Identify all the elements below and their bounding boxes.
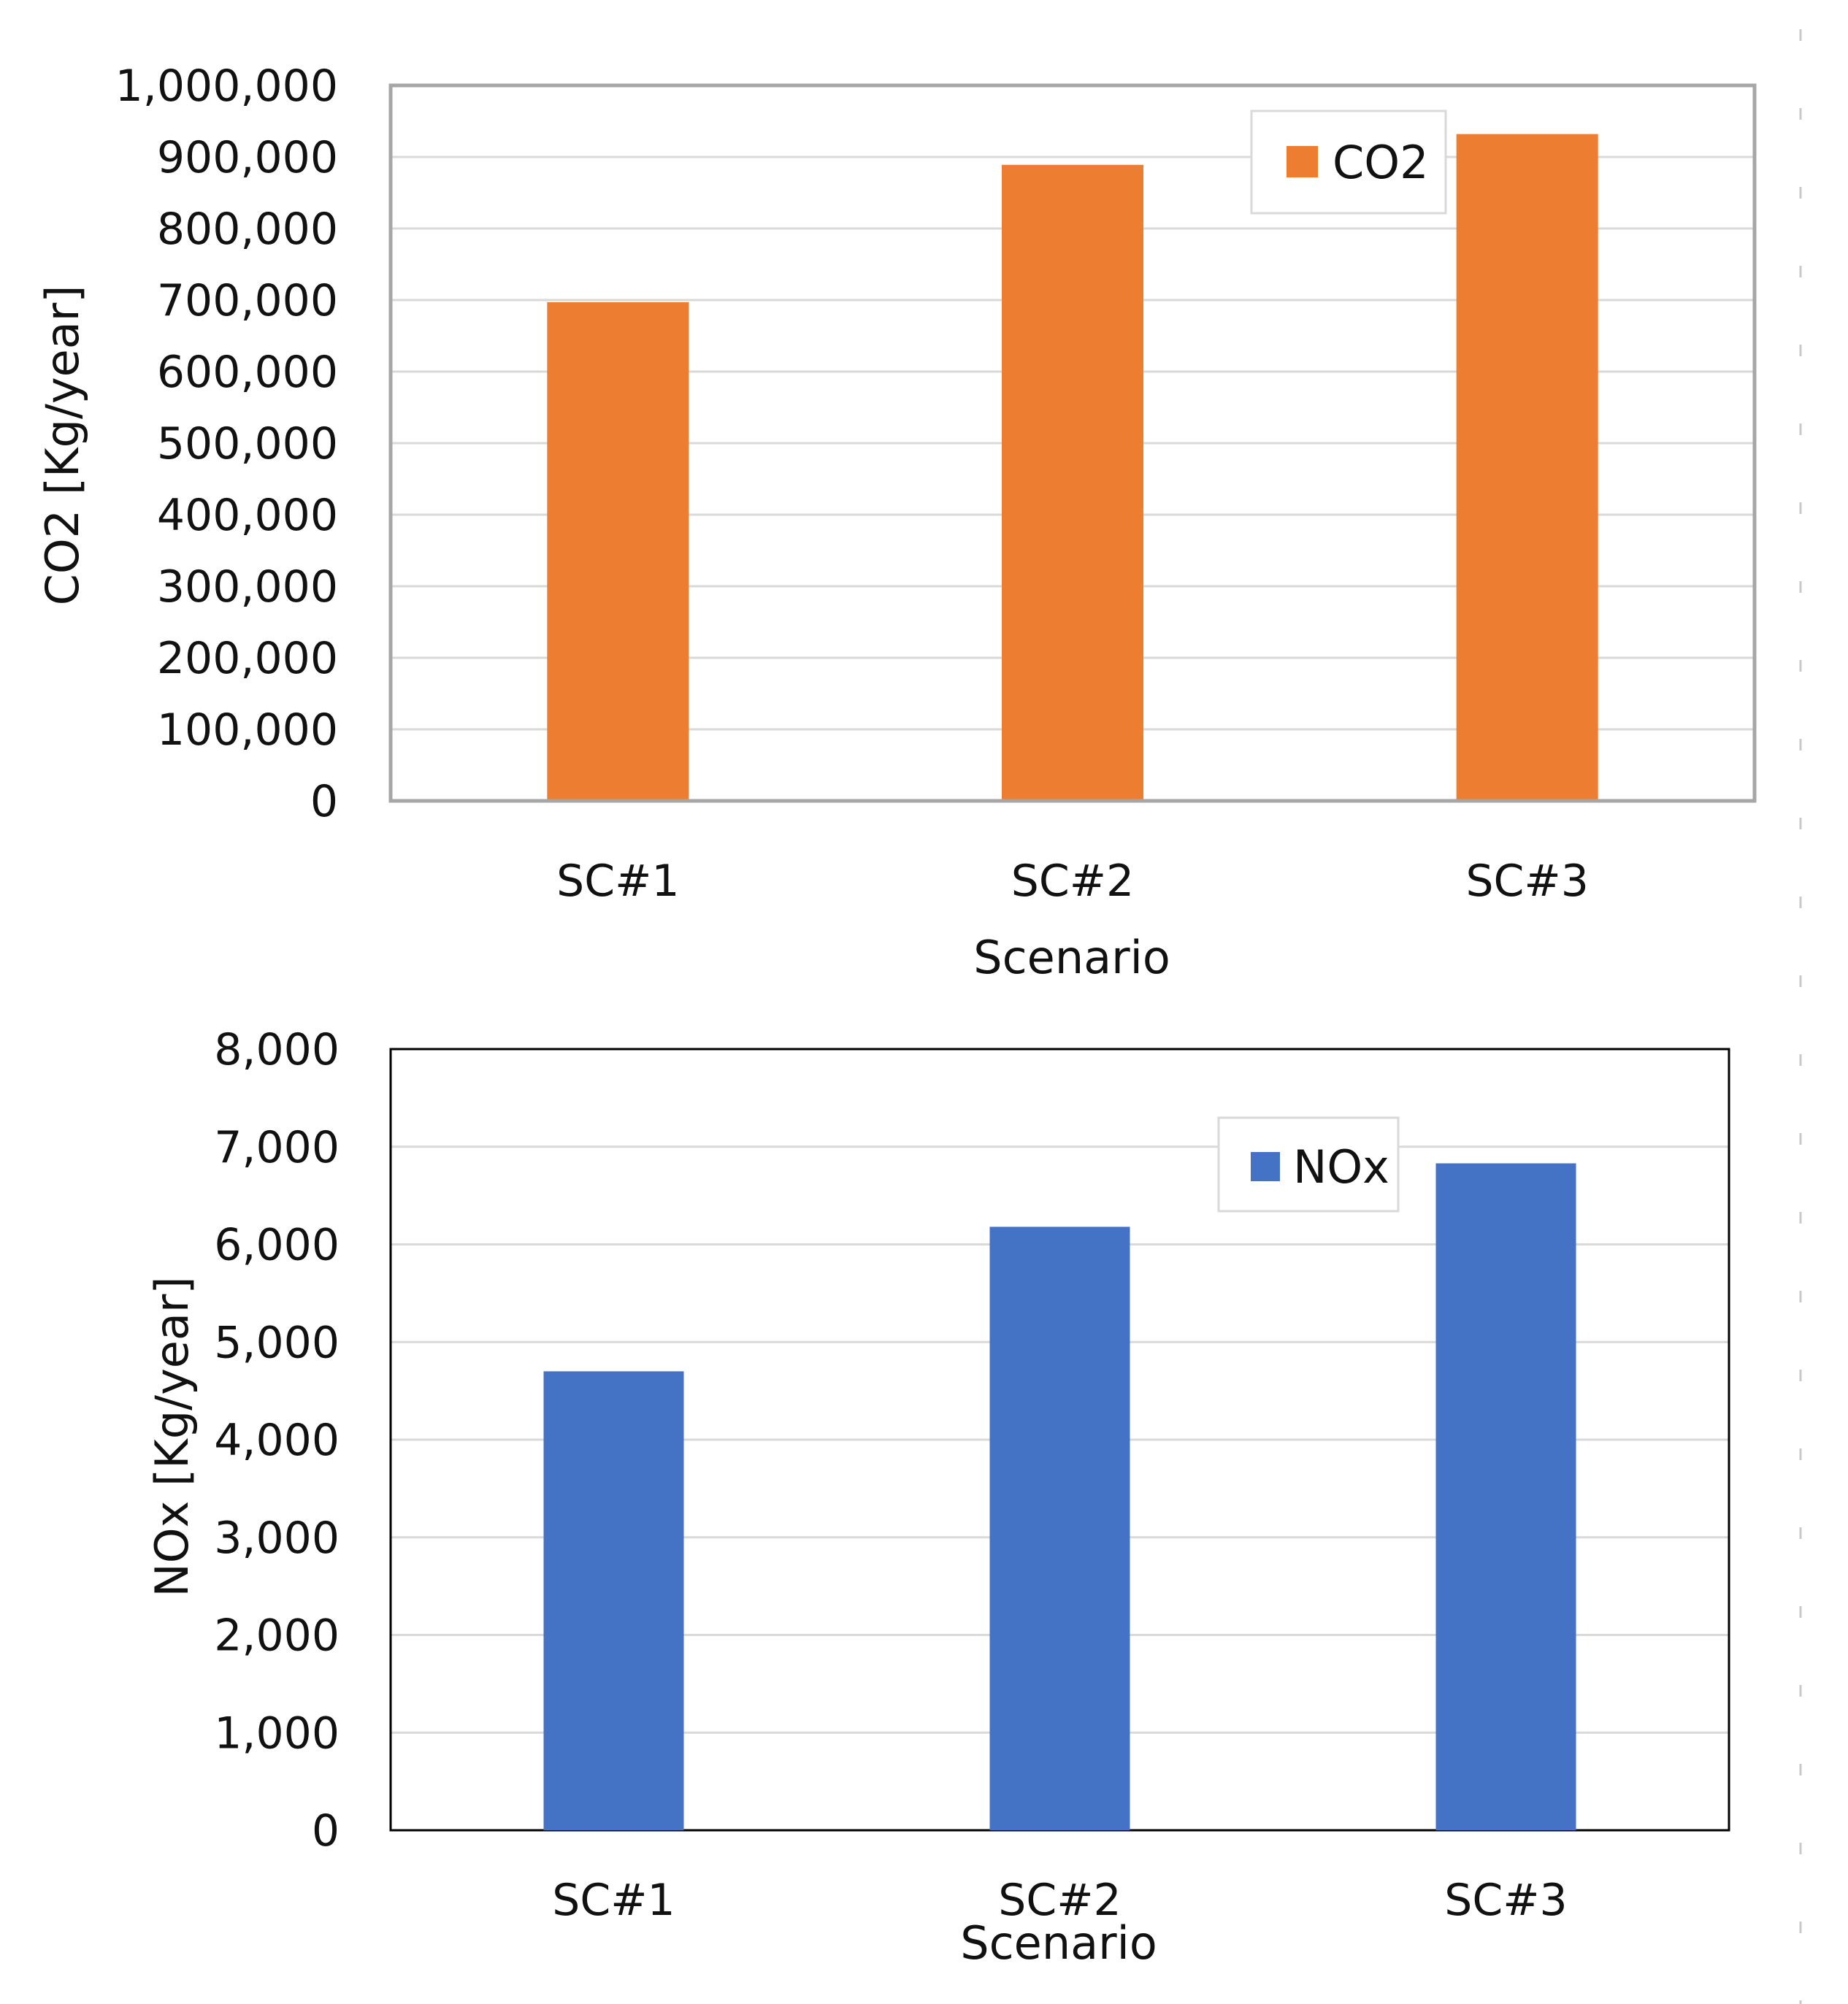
co2-x-tick-label: SC#3 <box>1465 856 1588 907</box>
co2-x-tick-label: SC#1 <box>556 856 679 907</box>
nox-y-axis-title: NOx [Kg/year] <box>145 1276 199 1597</box>
co2-y-tick-label: 1,000,000 <box>115 61 338 112</box>
co2-x-axis-title: Scenario <box>973 931 1170 984</box>
nox-bar <box>543 1371 684 1830</box>
nox-y-tick-label: 3,000 <box>214 1513 340 1564</box>
co2-y-tick-label: 800,000 <box>157 204 338 255</box>
co2-bar <box>1456 134 1598 801</box>
co2-bars <box>391 134 1755 803</box>
co2-legend-swatch <box>1287 146 1318 177</box>
co2-legend-box <box>1250 110 1447 215</box>
nox-y-tick-label: 4,000 <box>214 1415 340 1466</box>
co2-y-tick-label: 400,000 <box>157 490 338 541</box>
nox-legend: NOx <box>1217 1116 1400 1213</box>
co2-y-tick-label: 700,000 <box>157 275 338 326</box>
co2-y-tick-label: 600,000 <box>157 347 338 398</box>
nox-y-tick-label: 2,000 <box>214 1611 340 1662</box>
nox-y-tick-label: 5,000 <box>214 1317 340 1368</box>
co2-legend-label: CO2 <box>1333 136 1429 189</box>
co2-y-tick-label: 900,000 <box>157 132 338 183</box>
nox-y-tick-label: 1,000 <box>214 1708 340 1759</box>
co2-bar <box>1002 164 1143 801</box>
nox-bars <box>543 1163 1576 1830</box>
nox-legend-swatch <box>1251 1152 1280 1181</box>
nox-legend-label: NOx <box>1293 1140 1389 1194</box>
co2-chart: 0 100,000 200,000 300,000 400,000 500,000 600,… <box>36 61 1757 984</box>
co2-y-tick-label: 200,000 <box>157 633 338 684</box>
nox-x-tick-label: SC#1 <box>552 1875 675 1926</box>
nox-bar <box>989 1226 1130 1830</box>
co2-bar <box>547 302 689 801</box>
co2-legend: CO2 <box>1250 110 1447 215</box>
nox-bar <box>1435 1163 1576 1830</box>
co2-y-axis-title: CO2 [Kg/year] <box>36 285 89 606</box>
nox-x-axis-title: Scenario <box>960 1916 1157 1970</box>
nox-x-tick-label: SC#2 <box>998 1875 1121 1926</box>
co2-y-tick-label: 0 <box>310 776 338 827</box>
nox-chart: 0 1,000 2,000 3,000 4,000 5,000 6,000 7,000 8,00… <box>145 1024 1730 1970</box>
co2-x-tick-label: SC#2 <box>1011 856 1134 907</box>
nox-y-tick-labels: 0 1,000 2,000 3,000 4,000 5,000 6,000 7,000 8,00… <box>214 1024 340 1857</box>
nox-x-tick-labels: SC#1 SC#2 SC#3 <box>552 1875 1567 1926</box>
nox-x-tick-label: SC#3 <box>1444 1875 1567 1926</box>
co2-y-tick-label: 300,000 <box>157 561 338 613</box>
co2-y-tick-labels: 0 100,000 200,000 300,000 400,000 500,000 600,… <box>115 61 338 827</box>
co2-y-tick-label: 100,000 <box>157 705 338 756</box>
nox-y-tick-label: 0 <box>312 1805 340 1857</box>
nox-y-tick-label: 8,000 <box>214 1024 340 1075</box>
nox-y-tick-label: 7,000 <box>214 1122 340 1173</box>
nox-legend-box <box>1217 1116 1400 1213</box>
nox-y-tick-label: 6,000 <box>214 1220 340 1271</box>
co2-y-tick-label: 500,000 <box>157 418 338 469</box>
co2-x-tick-labels: SC#1 SC#2 SC#3 <box>556 856 1589 907</box>
